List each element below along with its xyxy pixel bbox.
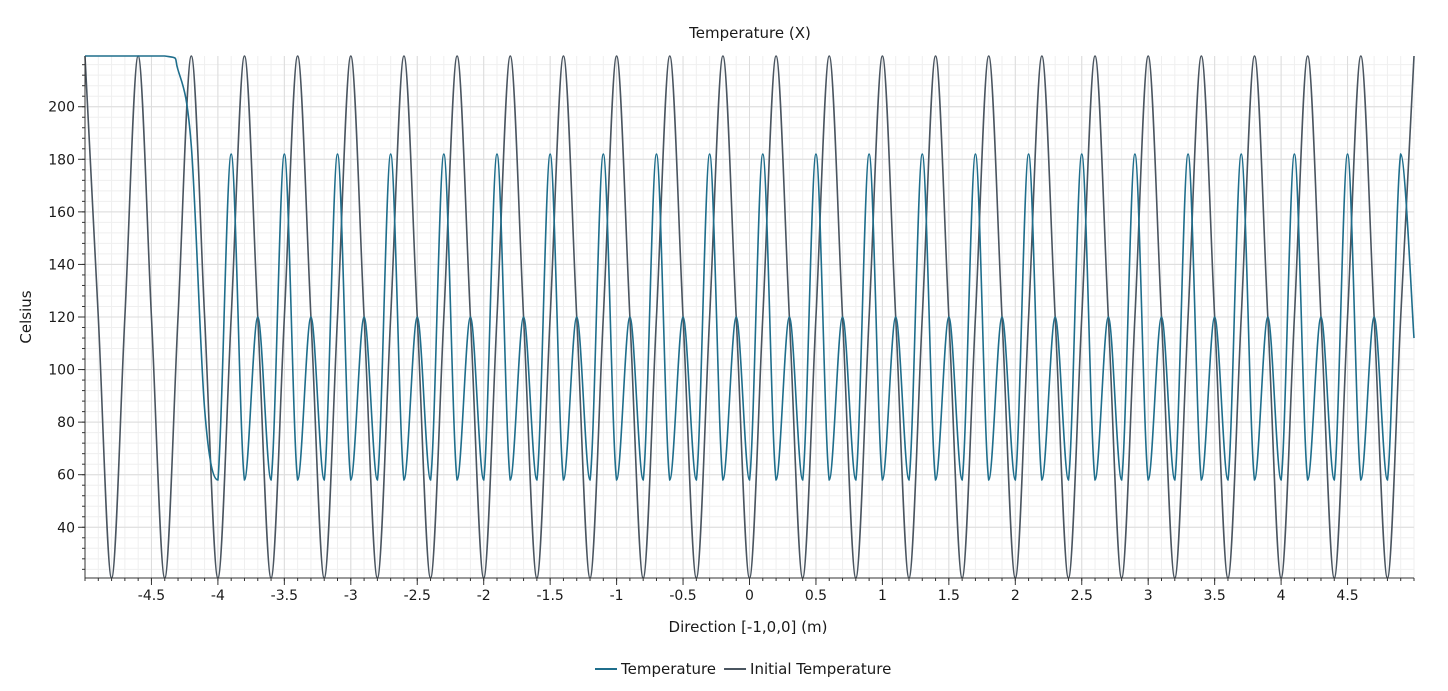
x-tick-label: -4.5 [138, 588, 165, 604]
y-tick-label: 160 [48, 205, 75, 221]
x-tick-label: 0.5 [805, 588, 827, 604]
x-axis-ticks: -4.5 -4 -3.5 -3 -2.5 -2 -1.5 -1 -0.5 0 0.5 1 1.5 2 2.5… [84, 578, 1415, 604]
legend-label: Initial Temperature [750, 660, 891, 678]
legend: Temperature Initial Temperature [595, 660, 891, 678]
x-tick-label: 3.5 [1204, 588, 1226, 604]
y-tick-label: 100 [48, 363, 75, 379]
y-tick-label: 40 [57, 520, 75, 536]
x-tick-label: 1 [878, 588, 887, 604]
x-tick-label: -2.5 [404, 588, 431, 604]
y-tick-label: 80 [57, 415, 75, 431]
x-tick-label: 2 [1011, 588, 1020, 604]
x-tick-label: 0 [745, 588, 754, 604]
y-tick-label: 120 [48, 310, 75, 326]
x-tick-label: -1.5 [536, 588, 563, 604]
x-tick-label: 4 [1277, 588, 1286, 604]
x-tick-label: -3 [344, 588, 358, 604]
y-tick-label: 140 [48, 257, 75, 273]
x-tick-label: -0.5 [669, 588, 696, 604]
x-tick-label: 2.5 [1071, 588, 1093, 604]
y-tick-label: 200 [48, 100, 75, 116]
y-axis-ticks: 40 60 80 100 120 140 160 180 200 [48, 64, 85, 570]
x-tick-label: 4.5 [1336, 588, 1358, 604]
x-tick-label: 3 [1144, 588, 1153, 604]
x-axis-label: Direction [-1,0,0] (m) [669, 618, 828, 636]
y-tick-label: 60 [57, 468, 75, 484]
x-tick-label: 1.5 [938, 588, 960, 604]
y-axis-label: Celsius [17, 290, 35, 343]
x-tick-label: -2 [477, 588, 491, 604]
x-tick-label: -1 [610, 588, 624, 604]
legend-label: Temperature [620, 660, 716, 678]
chart-title: Temperature (X) [688, 24, 811, 42]
y-tick-label: 180 [48, 152, 75, 168]
x-tick-label: -3.5 [271, 588, 298, 604]
x-tick-label: -4 [211, 588, 225, 604]
series-line-temperature [85, 55, 1415, 481]
